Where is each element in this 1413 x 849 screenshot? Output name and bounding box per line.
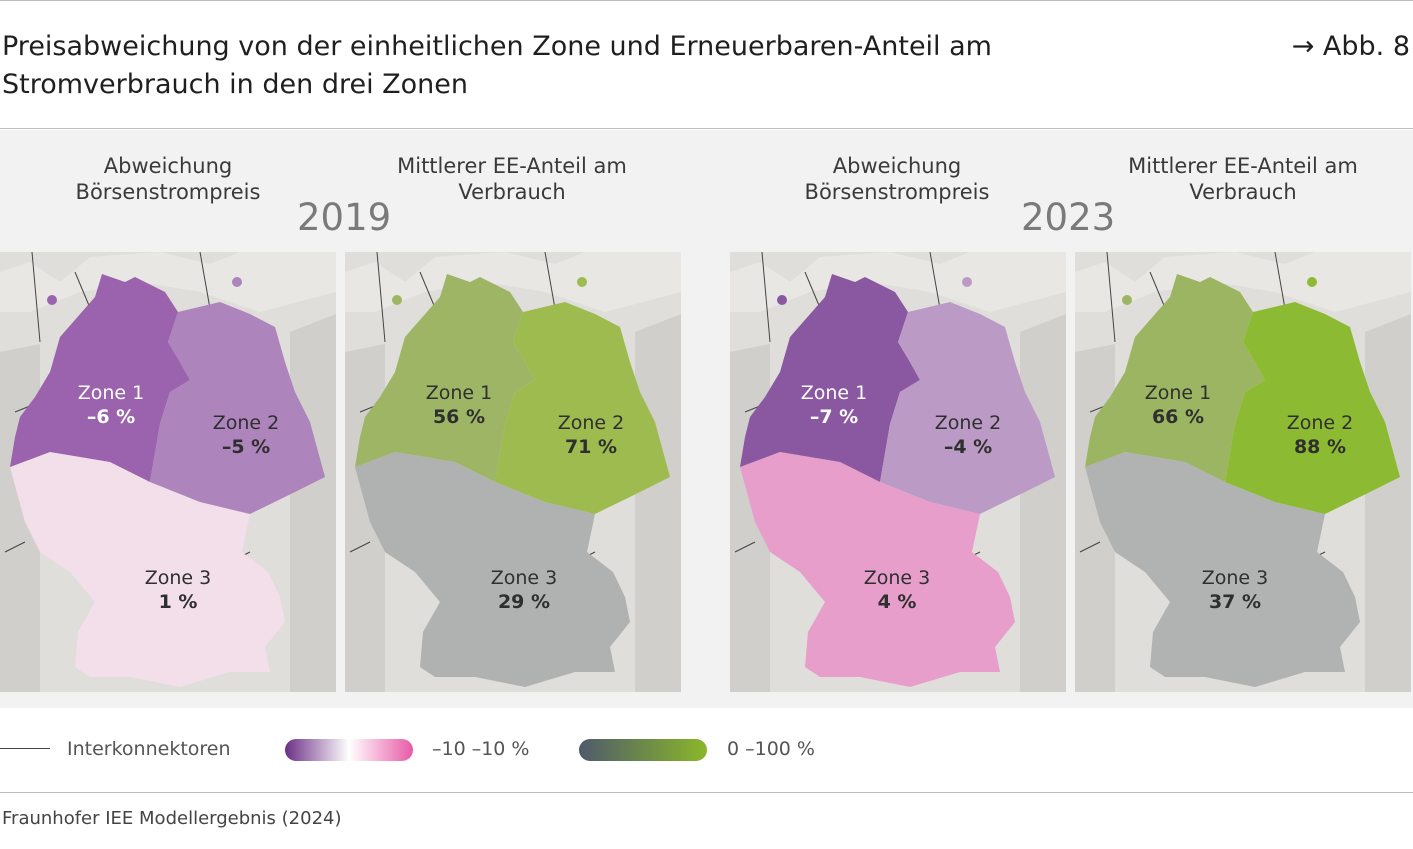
map-2023-price-zone1-label: Zone 1 –7 %: [800, 382, 868, 428]
sea-area: [730, 252, 1066, 312]
column-heading-price-2019: Abweichung Börsenstrompreis: [75, 154, 261, 204]
germany-map-svg: [730, 252, 1066, 692]
zone-2-region: [150, 302, 325, 514]
figure-reference-link[interactable]: → Abb. 8: [1291, 31, 1410, 62]
map-2019-ee: [345, 252, 681, 692]
source-note: Fraunhofer IEE Modellergebnis (2024): [2, 808, 342, 829]
germany-map-svg: [1075, 252, 1411, 692]
island-marker: [47, 295, 57, 305]
map-2023-price: [730, 252, 1066, 692]
germany-map-svg: [0, 252, 336, 692]
neighbor-country: [1365, 314, 1411, 692]
price-range-label: –10 –10 %: [432, 738, 530, 760]
island-marker: [232, 277, 242, 287]
germany-map-svg: [345, 252, 681, 692]
sea-area: [1075, 252, 1411, 312]
sea-area: [345, 252, 681, 312]
map-2019-price: [0, 252, 336, 692]
map-2023-ee-zone3-label: Zone 3 37 %: [1201, 567, 1269, 613]
zone-2-region: [880, 302, 1055, 514]
year-label-2019: 2019: [297, 196, 392, 239]
island-marker: [577, 277, 587, 287]
interconnector-legend-line: [0, 748, 50, 749]
map-2023-ee-zone1-label: Zone 1 66 %: [1144, 382, 1212, 428]
ee-gradient-bar: [579, 739, 707, 761]
neighbor-country: [635, 314, 681, 692]
zone-1-region: [10, 274, 190, 482]
zone-1-region: [355, 274, 535, 482]
column-heading-price-2023: Abweichung Börsenstrompreis: [804, 154, 990, 204]
ee-range-label: 0 –100 %: [727, 738, 815, 760]
island-marker: [962, 277, 972, 287]
column-heading-ee-2023: Mittlerer EE-Anteil am Verbrauch: [1128, 154, 1358, 204]
map-2023-ee: [1075, 252, 1411, 692]
map-2023-ee-zone2-label: Zone 2 88 %: [1286, 412, 1354, 458]
title-rule: [0, 128, 1413, 129]
island-marker: [1122, 295, 1132, 305]
map-2023-price-zone2-label: Zone 2 –4 %: [934, 412, 1002, 458]
zone-3-region: [355, 452, 630, 687]
map-2019-ee-zone1-label: Zone 1 56 %: [425, 382, 493, 428]
neighbor-country: [1020, 314, 1066, 692]
page-title: Preisabweichung von der einheitlichen Zo…: [2, 31, 992, 100]
island-marker: [392, 295, 402, 305]
price-gradient-bar: [285, 739, 413, 761]
map-2019-price-zone2-label: Zone 2 –5 %: [212, 412, 280, 458]
zone-1-region: [1085, 274, 1265, 482]
zone-3-region: [1085, 452, 1360, 687]
map-2019-price-zone1-label: Zone 1 –6 %: [77, 382, 145, 428]
island-marker: [1307, 277, 1317, 287]
map-2019-ee-zone2-label: Zone 2 71 %: [557, 412, 625, 458]
footer-rule: [0, 792, 1413, 793]
zone-2-region: [1225, 302, 1400, 514]
sea-area: [0, 252, 336, 312]
column-heading-ee-2019: Mittlerer EE-Anteil am Verbrauch: [397, 154, 627, 204]
year-label-2023: 2023: [1021, 196, 1116, 239]
island-marker: [777, 295, 787, 305]
neighbor-country: [290, 314, 336, 692]
top-rule: [0, 0, 1413, 1]
zone-3-region: [10, 452, 285, 687]
map-2019-ee-zone3-label: Zone 3 29 %: [490, 567, 558, 613]
zone-3-region: [740, 452, 1015, 687]
zone-1-region: [740, 274, 920, 482]
interconnector-legend-label: Interkonnektoren: [67, 738, 231, 760]
zone-2-region: [495, 302, 670, 514]
